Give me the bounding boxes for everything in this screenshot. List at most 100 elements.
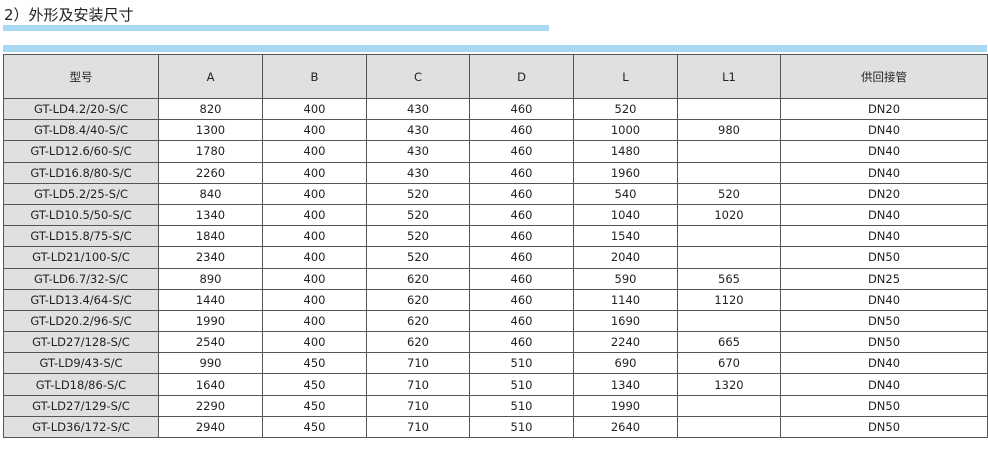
section-title: 2）外形及安装尺寸 [4,6,134,24]
column-header: L [573,54,678,99]
table-cell: 2240 [573,331,678,354]
table-cell: 460 [469,246,574,269]
table-cell: 400 [262,225,367,248]
table-cell: 460 [469,182,574,205]
table-cell: 520 [366,225,470,248]
table-cell: 1780 [158,140,263,163]
table-cell: DN40 [780,140,988,163]
model-cell: GT-LD16.8/80-S/C [3,161,159,184]
table-cell: 1990 [158,309,263,333]
column-header: A [158,54,263,99]
table-cell: DN25 [780,267,988,290]
table-cell: 1640 [158,373,263,396]
table-row: GT-LD36/172-S/C 2940 450 710 510 2640 DN50 [3,415,988,439]
model-cell: GT-LD18/86-S/C [3,373,159,396]
table-cell: 690 [573,352,678,375]
table-cell: 400 [262,182,367,205]
table-cell: 1340 [158,203,263,227]
table-cell: 990 [158,352,263,375]
table-top-bar [3,45,987,52]
table-row: GT-LD27/129-S/C 2290 450 710 510 1990 DN50 [3,394,988,417]
table-row: GT-LD21/100-S/C 2340 400 520 460 2040 DN50 [3,246,988,269]
table-cell: 520 [366,246,470,269]
table-row: GT-LD27/128-S/C 2540 400 620 460 2240 665 DN50 [3,331,988,354]
table-cell: 840 [158,182,263,205]
table-cell: DN50 [780,415,988,439]
table-cell: DN40 [780,352,988,375]
table-cell: 450 [262,415,367,439]
table-cell: 540 [573,182,678,205]
table-cell: 1000 [573,119,678,142]
table-cell: 400 [262,246,367,269]
table-cell: 450 [262,373,367,396]
table-row: GT-LD12.6/60-S/C 1780 400 430 460 1480 DN40 [3,140,988,163]
table-cell: 520 [366,203,470,227]
model-cell: GT-LD21/100-S/C [3,246,159,269]
table-cell: DN40 [780,119,988,142]
table-cell: 520 [677,182,781,205]
table-cell: 520 [366,182,470,205]
model-cell: GT-LD13.4/64-S/C [3,288,159,311]
column-header: C [366,54,470,99]
table-cell: 400 [262,267,367,290]
model-cell: GT-LD27/129-S/C [3,394,159,417]
table-cell: 460 [469,161,574,184]
table-cell: 400 [262,140,367,163]
dimensions-table: 型号 A B C D L L1 供回接管 GT-LD4.2/20-S/C 820 400 430 46… [3,54,988,439]
table-row: GT-LD13.4/64-S/C 1440 400 620 460 1140 1120 DN4… [3,288,988,311]
table-cell: 1960 [573,161,678,184]
table-row: GT-LD5.2/25-S/C 840 400 520 460 540 520 DN20 [3,182,988,205]
table-cell: DN50 [780,246,988,269]
table-cell: DN20 [780,97,988,121]
table-row: GT-LD18/86-S/C 1640 450 710 510 1340 1320 DN40 [3,373,988,396]
table-cell: 510 [469,352,574,375]
column-header: B [262,54,367,99]
table-cell: DN40 [780,203,988,227]
column-header: L1 [677,54,781,99]
table-cell: 1990 [573,394,678,417]
table-cell: 430 [366,140,470,163]
table-cell: 400 [262,119,367,142]
table-cell: DN40 [780,288,988,311]
table-cell: 620 [366,267,470,290]
table-cell: 460 [469,119,574,142]
table-cell: 1020 [677,203,781,227]
table-cell: 1120 [677,288,781,311]
table-cell [677,97,781,121]
table-cell: 2260 [158,161,263,184]
table-cell: 430 [366,97,470,121]
table-cell: 510 [469,415,574,439]
table-row: GT-LD16.8/80-S/C 2260 400 430 460 1960 DN40 [3,161,988,184]
model-cell: GT-LD9/43-S/C [3,352,159,375]
table-row: GT-LD9/43-S/C 990 450 710 510 690 670 DN40 [3,352,988,375]
table-row: GT-LD6.7/32-S/C 890 400 620 460 590 565 DN25 [3,267,988,290]
table-cell: 1340 [573,373,678,396]
table-cell: 1140 [573,288,678,311]
column-header: D [469,54,574,99]
table-cell [677,394,781,417]
table-cell: 460 [469,97,574,121]
table-cell: 1440 [158,288,263,311]
table-cell: 460 [469,225,574,248]
table-cell: 590 [573,267,678,290]
table-cell: 460 [469,309,574,333]
table-cell: 710 [366,415,470,439]
table-cell: DN40 [780,225,988,248]
table-row: GT-LD20.2/96-S/C 1990 400 620 460 1690 DN50 [3,309,988,333]
table-cell: 460 [469,203,574,227]
table-cell: 430 [366,161,470,184]
model-cell: GT-LD36/172-S/C [3,415,159,439]
model-cell: GT-LD8.4/40-S/C [3,119,159,142]
table-cell: 1540 [573,225,678,248]
table-cell: 620 [366,331,470,354]
table-cell: 2640 [573,415,678,439]
model-cell: GT-LD12.6/60-S/C [3,140,159,163]
table-cell: 2540 [158,331,263,354]
table-cell: 2940 [158,415,263,439]
table-cell: 820 [158,97,263,121]
table-cell: 400 [262,309,367,333]
model-cell: GT-LD27/128-S/C [3,331,159,354]
table-cell [677,415,781,439]
table-cell: 400 [262,97,367,121]
table-cell: 400 [262,331,367,354]
